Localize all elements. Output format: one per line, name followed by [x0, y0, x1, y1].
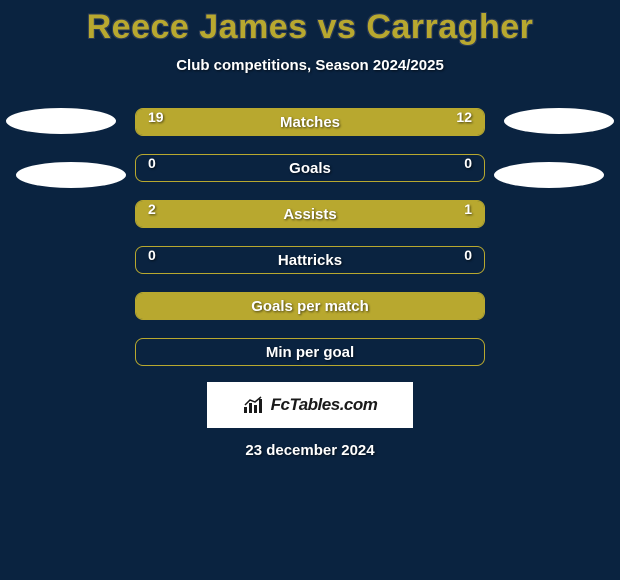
stats-area: 1912Matches00Goals21Assists00HattricksGo…	[0, 108, 620, 366]
brand-text: FcTables.com	[271, 395, 378, 415]
comparison-card: Reece James vs Carragher Club competitio…	[0, 0, 620, 459]
stat-bar-left	[136, 109, 348, 135]
page-title: Reece James vs Carragher	[87, 8, 534, 47]
stat-left-value: 2	[148, 201, 156, 217]
stat-label: Hattricks	[136, 247, 484, 273]
stat-row: 1912Matches	[0, 108, 620, 136]
stat-bar-track: 1912Matches	[135, 108, 485, 136]
stat-row: Goals per match	[0, 292, 620, 320]
stat-bar-track: 0 0Hattricks	[135, 246, 485, 274]
stat-bar-left	[136, 293, 484, 319]
stat-right-value: 0	[464, 247, 472, 263]
stat-bar-track: Goals per match	[135, 292, 485, 320]
stat-bar-track: Min per goal	[135, 338, 485, 366]
stat-rows: 1912Matches00Goals21Assists00HattricksGo…	[0, 108, 620, 366]
date-label: 23 december 2024	[245, 442, 374, 459]
stat-bar-track: 0 0Goals	[135, 154, 485, 182]
stat-row: 0 0Goals	[0, 154, 620, 182]
stat-right-value: 12	[456, 109, 472, 125]
stat-row: 21Assists	[0, 200, 620, 228]
stat-right-value: 1	[464, 201, 472, 217]
subtitle: Club competitions, Season 2024/2025	[176, 57, 444, 74]
stat-row: Min per goal	[0, 338, 620, 366]
brand-chart-icon	[243, 396, 265, 414]
stat-left-value: 19	[148, 109, 164, 125]
stat-row: 0 0Hattricks	[0, 246, 620, 274]
brand-badge: FcTables.com	[207, 382, 413, 428]
stat-bar-left	[136, 201, 369, 227]
stat-label: Min per goal	[136, 339, 484, 365]
stat-left-value: 0	[148, 247, 156, 263]
stat-left-value: 0	[148, 155, 156, 171]
stat-label: Goals	[136, 155, 484, 181]
stat-right-value: 0	[464, 155, 472, 171]
stat-bar-track: 21Assists	[135, 200, 485, 228]
